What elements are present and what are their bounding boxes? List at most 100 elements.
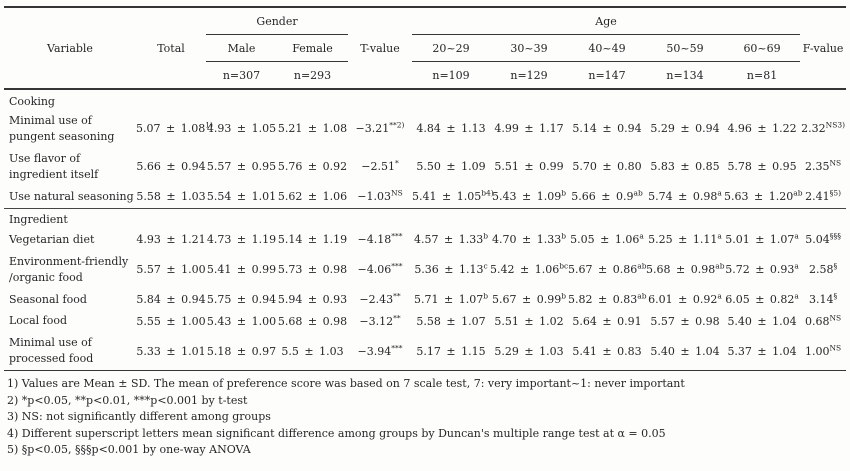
column-n-count: n=134 — [646, 61, 725, 90]
value-cell: 2.41§5) — [805, 188, 842, 204]
value-cell: 5.41 ± 0.83 — [572, 344, 642, 358]
value-cell: 5.70 ± 0.80 — [572, 160, 642, 174]
header-row-group: Variable Total Gender T-value Age F-valu… — [4, 7, 847, 90]
value-cell: 5.37 ± 1.04 — [727, 344, 797, 358]
value-cell: −3.21**2) — [355, 120, 405, 136]
table-header: Variable Total Gender T-value Age F-valu… — [4, 7, 847, 90]
value-cell: 5.51 ± 0.99 — [494, 160, 564, 174]
value-cell: 5.21 ± 1.08 — [277, 122, 348, 136]
value-cell: 5.43 ± 1.00 — [206, 314, 277, 328]
value-cell: 2.35NS — [804, 158, 842, 174]
value-cell: 6.01 ± 0.92a — [648, 291, 722, 306]
value-cell: 5.66 ± 0.9ab — [571, 188, 643, 204]
value-cell: 5.14 ± 0.94 — [572, 122, 642, 136]
table-row: Environment-friendly /organic food 5.57 ±… — [4, 251, 846, 289]
value-cell: 5.17 ± 1.15 — [416, 344, 486, 358]
variable-label: Seasonal food — [9, 292, 87, 306]
value-cell: 5.36 ± 1.13c — [414, 261, 488, 277]
value-cell: 5.04§§§ — [805, 231, 841, 247]
value-cell: 5.55 ± 1.00 — [136, 314, 206, 328]
value-cell: −2.51* — [361, 158, 399, 174]
column-header-total: Total — [136, 7, 206, 90]
column-header: 50~59 — [646, 34, 725, 62]
value-cell: 5.50 ± 1.09 — [416, 160, 486, 174]
value-cell: 0.68NS — [804, 313, 842, 328]
column-n-count: n=109 — [412, 61, 491, 90]
value-cell: 1.00NS — [804, 343, 842, 358]
value-cell: −2.43** — [359, 291, 401, 306]
value-cell: 4.96 ± 1.22 — [727, 122, 797, 136]
value-cell: 5.57 ± 0.98 — [650, 314, 720, 328]
column-header-variable: Variable — [4, 7, 136, 90]
value-cell: 5.54 ± 1.01 — [206, 190, 277, 204]
value-cell: 5.01 ± 1.07a — [725, 231, 799, 247]
value-cell: 2.58§ — [808, 261, 838, 277]
value-cell: 5.76 ± 0.92 — [277, 160, 348, 174]
group-header-age: Age — [412, 7, 801, 35]
value-cell: 5.40 ± 1.04 — [650, 344, 720, 358]
value-cell: 4.70 ± 1.33b — [492, 231, 567, 247]
value-cell: 4.93 ± 1.05 — [206, 122, 277, 136]
value-cell: 5.73 ± 0.98 — [277, 263, 348, 277]
value-cell: 4.57 ± 1.33b — [414, 231, 489, 247]
value-cell: 5.41 ± 1.05b4) — [412, 188, 494, 204]
section-row: Ingredient — [4, 207, 847, 229]
value-cell: 4.84 ± 1.13 — [416, 122, 486, 136]
column-n-count: n=81 — [724, 61, 801, 90]
value-cell: 5.14 ± 1.19 — [277, 233, 348, 247]
section-label: Ingredient — [4, 207, 847, 229]
value-cell: 5.58 ± 1.07 — [416, 314, 486, 328]
value-cell: 5.62 ± 1.06 — [277, 190, 348, 204]
column-n-count: n=129 — [490, 61, 569, 90]
footnote: 5) §p<0.05, §§§p<0.001 by one-way ANOVA — [7, 443, 251, 457]
table-row: Minimal use of processed food 5.33 ± 1.01… — [4, 332, 846, 370]
value-cell: 4.99 ± 1.17 — [494, 122, 564, 136]
value-cell: 5.83 ± 0.85 — [650, 160, 720, 174]
value-cell: 5.67 ± 0.99b — [492, 291, 567, 306]
value-cell: −3.12** — [359, 313, 401, 328]
value-cell: 5.75 ± 0.94 — [206, 292, 277, 306]
group-header-gender: Gender — [206, 7, 349, 35]
value-cell: 5.43 ± 1.09b — [492, 188, 567, 204]
value-cell: 5.51 ± 1.02 — [494, 314, 564, 328]
column-n-count: n=147 — [568, 61, 647, 90]
value-cell: 5.71 ± 1.07b — [414, 291, 489, 306]
value-cell: 5.63 ± 1.20ab — [724, 188, 803, 204]
value-cell: 5.40 ± 1.04 — [727, 314, 797, 328]
value-cell: 5.94 ± 0.93 — [277, 292, 348, 306]
preference-table: Variable Total Gender T-value Age F-valu… — [4, 6, 847, 372]
value-cell: −1.03NS — [357, 188, 403, 204]
value-cell: 3.14§ — [808, 291, 838, 306]
value-cell: 5.5 ± 1.03 — [281, 344, 344, 358]
value-cell: −3.94*** — [357, 343, 403, 358]
value-cell: 5.68 ± 0.98 — [277, 314, 348, 328]
column-header: 60~69 — [724, 34, 801, 62]
variable-label: Local food — [9, 314, 68, 328]
value-cell: 2.32NS3) — [801, 120, 846, 136]
value-cell: 5.05 ± 1.06a — [570, 231, 644, 247]
table-row: Vegetarian diet 4.93 ± 1.21 4.73 ± 1.19 5.1… — [4, 229, 846, 251]
value-cell: 5.57 ± 1.00 — [136, 263, 206, 277]
table-row: Minimal use of pungent seasoning 5.07 ± 1… — [4, 110, 846, 148]
table-row: Use natural seasoning 5.58 ± 1.03 5.54 ± 1… — [4, 186, 846, 208]
value-cell: −4.06*** — [357, 261, 403, 277]
value-cell: −4.18*** — [357, 231, 403, 247]
column-n-count: n=307 — [206, 61, 277, 90]
value-cell: 5.72 ± 0.93a — [725, 261, 799, 277]
column-header: Female — [277, 34, 349, 62]
value-cell: 5.25 ± 1.11a — [648, 231, 722, 247]
value-cell: 5.33 ± 1.01 — [136, 344, 206, 358]
value-cell: 6.05 ± 0.82a — [725, 291, 799, 306]
footnote: 3) NS: not significantly different among… — [7, 410, 271, 424]
column-header-tvalue: T-value — [348, 7, 413, 90]
value-cell: 5.29 ± 0.94 — [650, 122, 720, 136]
value-cell: 5.84 ± 0.94 — [136, 292, 206, 306]
value-cell: 5.68 ± 0.98ab — [646, 261, 725, 277]
paper-table-page: Variable Total Gender T-value Age F-valu… — [4, 6, 847, 459]
table-row: Use flavor of ingredient itself 5.66 ± 0.… — [4, 148, 846, 186]
footnotes: 1) Values are Mean ± SD. The mean of pre… — [4, 371, 846, 459]
value-cell: 4.73 ± 1.19 — [206, 233, 277, 247]
value-cell: 4.93 ± 1.21 — [136, 233, 206, 247]
value-cell: 5.74 ± 0.98a — [648, 188, 722, 204]
value-cell: 5.42 ± 1.06bc — [490, 261, 569, 277]
